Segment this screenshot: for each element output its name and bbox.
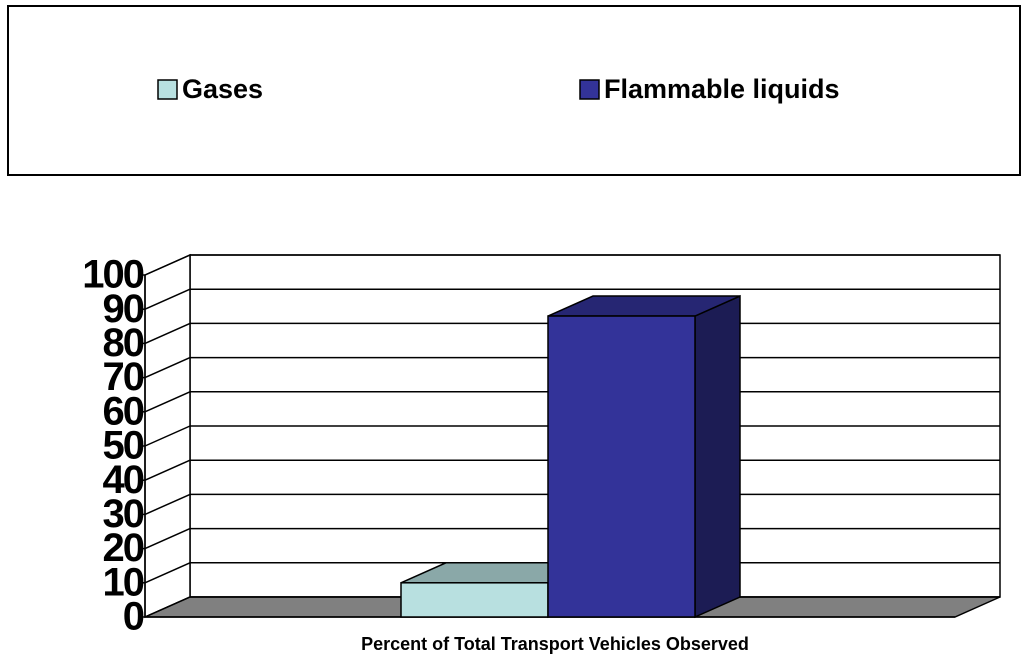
- y-tick-label: 10: [103, 560, 144, 604]
- legend-label: Flammable liquids: [604, 74, 840, 104]
- y-tick-label: 100: [82, 253, 143, 297]
- y-tick-label: 80: [103, 321, 144, 365]
- bar: [400, 582, 549, 618]
- grid-line: [144, 596, 191, 618]
- grid-line: [144, 562, 191, 584]
- y-tick-label: 60: [103, 389, 144, 433]
- grid-line: [144, 356, 191, 379]
- y-tick-label: 0: [123, 595, 144, 639]
- y-tick-label: 70: [103, 355, 144, 399]
- x-axis-title: Percent of Total Transport Vehicles Obse…: [361, 634, 749, 654]
- grid-line: [144, 493, 191, 516]
- grid-line: [144, 527, 191, 550]
- grid-line: [144, 459, 191, 481]
- legend-swatch: [157, 79, 178, 100]
- grid-line: [144, 391, 191, 413]
- bar-side: [694, 294, 741, 619]
- grid-line: [144, 254, 191, 276]
- bar: [547, 315, 696, 618]
- y-tick-label: 90: [103, 287, 144, 331]
- grid-line: [144, 322, 191, 345]
- y-tick-label: 30: [103, 492, 144, 536]
- grid-line: [144, 425, 191, 447]
- y-tick-label: 50: [103, 424, 144, 468]
- grid-line: [144, 288, 191, 310]
- legend-swatch: [579, 79, 600, 100]
- legend-label: Gases: [182, 74, 263, 104]
- y-tick-label: 20: [103, 526, 144, 570]
- y-tick-label: 40: [103, 458, 144, 502]
